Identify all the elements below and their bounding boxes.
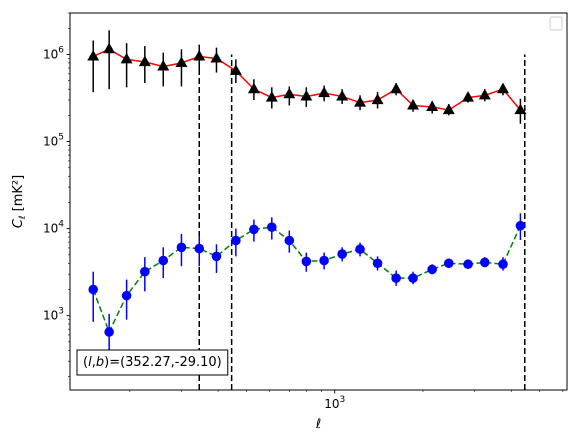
y-tick-label: 104	[43, 220, 64, 236]
series-1-point-19	[407, 98, 420, 110]
series-2-point-21	[444, 258, 454, 269]
series-2-point-24	[498, 259, 508, 270]
series-1-point-3	[120, 52, 133, 64]
series-1-point-23	[478, 88, 491, 100]
series-2-point-3	[121, 290, 132, 301]
series-1-point-2	[103, 42, 116, 54]
series-2-point-14	[319, 255, 329, 266]
series-1-point-13	[300, 89, 313, 101]
x-tick-label-exponent: 3	[339, 395, 345, 405]
series-1-point-16	[354, 96, 367, 107]
series-2-point-8	[211, 251, 222, 262]
series-2-point-15	[337, 249, 347, 259]
series-2-point-10	[249, 224, 259, 235]
series-1-point-11	[265, 91, 278, 102]
series-1-point-18	[390, 82, 403, 94]
series-1	[87, 30, 527, 124]
x-tick-label-base: 10	[324, 397, 339, 411]
y-axis-label-unit: [mK²]	[11, 175, 26, 212]
y-axis-label-subscript: ℓ	[18, 215, 28, 220]
series-2-point-23	[479, 257, 490, 268]
series-1-point-4	[138, 55, 151, 67]
series-2-point-17	[372, 258, 383, 269]
y-axis-label: Cℓ [mK²]	[11, 175, 28, 228]
series-2-point-7	[194, 243, 205, 254]
y-tick-label-exponent: 5	[58, 133, 64, 143]
series-2-point-1	[88, 284, 99, 295]
annotation-text: (l,b)=(352.27,-29.10)	[83, 355, 222, 370]
series-2-point-18	[391, 273, 401, 283]
series-2-line	[92, 225, 522, 334]
series-1-point-14	[318, 86, 331, 98]
series-2-point-9	[231, 235, 241, 246]
series-2	[88, 213, 526, 372]
series-1-point-8	[210, 52, 223, 63]
legend-frame	[549, 16, 563, 31]
plot-inner	[87, 30, 527, 390]
series-1-point-20	[426, 100, 439, 111]
legend	[549, 16, 563, 31]
series-2-point-4	[140, 266, 150, 277]
series-2-point-20	[427, 264, 437, 275]
series-1-point-9	[229, 64, 242, 75]
series-1-point-25	[514, 103, 527, 115]
y-tick-label-base: 10	[43, 135, 58, 149]
annotation-l-symbol: l	[88, 355, 92, 370]
series-2-point-13	[301, 256, 312, 267]
y-tick-label-base: 10	[43, 48, 58, 62]
annotation-frame	[76, 349, 229, 376]
annotation-b-symbol: b	[96, 355, 104, 370]
series-2-point-5	[158, 255, 169, 266]
x-axis-label: ℓ	[315, 417, 321, 432]
y-tick-label-exponent: 6	[58, 46, 64, 56]
series-1-point-24	[497, 82, 509, 94]
series-2-point-16	[355, 244, 365, 255]
y-axis-label-symbol: C	[11, 218, 26, 228]
series-1-point-12	[283, 87, 296, 99]
series-2-point-11	[266, 222, 277, 232]
series-1-point-17	[371, 93, 384, 105]
series-1-point-1	[87, 49, 100, 61]
series-1-point-22	[462, 91, 475, 102]
series-2-point-12	[284, 235, 295, 246]
series-1-point-21	[442, 103, 455, 115]
series-2-point-25	[515, 220, 526, 231]
series-2-point-19	[408, 273, 418, 283]
y-tick-label: 103	[43, 307, 64, 323]
series-1-point-10	[247, 82, 260, 94]
series-1-point-7	[193, 49, 206, 61]
coordinates-annotation: (l,b)=(352.27,-29.10)	[76, 349, 229, 376]
series-1-point-15	[336, 89, 349, 101]
plot-area	[87, 30, 527, 390]
y-tick-label-exponent: 4	[58, 220, 64, 230]
axes-frame	[69, 12, 568, 391]
x-tick-label: 103	[324, 395, 345, 411]
series-2-point-22	[463, 259, 473, 270]
y-tick-label: 106	[43, 46, 64, 62]
annotation-values: =(352.27,-29.10)	[109, 355, 222, 370]
y-tick-label-exponent: 3	[58, 307, 64, 317]
y-tick-label: 105	[43, 133, 64, 149]
series-2-point-6	[176, 242, 187, 253]
y-tick-label-base: 10	[43, 309, 58, 323]
series-1-point-5	[157, 59, 170, 71]
series-1-point-6	[175, 56, 188, 67]
series-2-point-2	[104, 327, 114, 337]
y-tick-label-base: 10	[43, 222, 58, 236]
